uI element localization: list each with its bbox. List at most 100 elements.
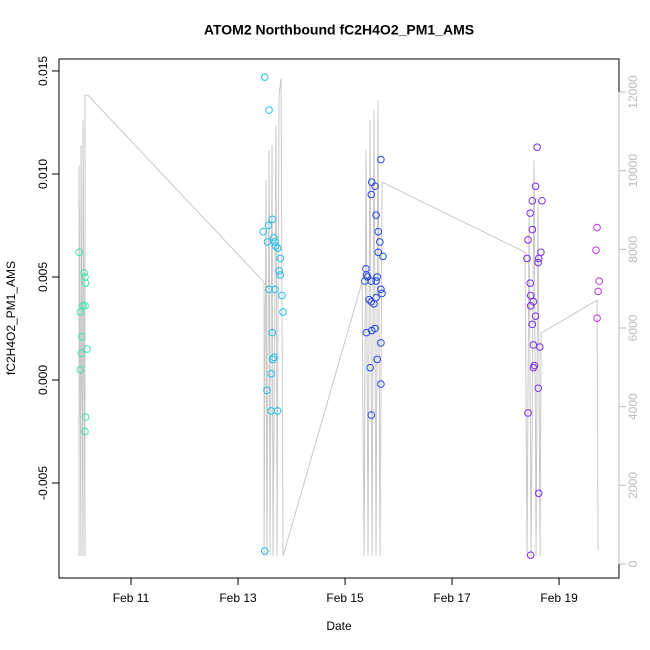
point bbox=[534, 489, 543, 498]
y-tick-label: 0.000 bbox=[36, 365, 50, 395]
point bbox=[593, 223, 601, 232]
point bbox=[362, 328, 371, 337]
point bbox=[529, 297, 538, 306]
point bbox=[374, 248, 383, 257]
point bbox=[80, 269, 88, 277]
point bbox=[81, 413, 90, 421]
point bbox=[531, 182, 540, 191]
y2-tick-label: 2000 bbox=[626, 472, 640, 499]
point bbox=[372, 277, 380, 285]
point bbox=[379, 252, 387, 261]
point bbox=[528, 196, 537, 205]
point bbox=[264, 221, 273, 230]
point bbox=[524, 236, 532, 244]
x-tick-label: Feb 13 bbox=[219, 591, 257, 605]
point bbox=[534, 254, 543, 263]
point bbox=[263, 386, 271, 395]
point bbox=[279, 308, 287, 316]
point bbox=[273, 244, 282, 252]
point bbox=[526, 279, 534, 287]
point bbox=[377, 380, 385, 388]
point bbox=[260, 547, 269, 555]
point bbox=[536, 343, 544, 351]
y2-tick-label: 0 bbox=[626, 560, 640, 567]
point bbox=[271, 242, 280, 250]
y-axis-label: fC2H4O2_PM1_AMS bbox=[4, 261, 18, 375]
point bbox=[377, 285, 385, 294]
point bbox=[263, 238, 272, 246]
x-tick-label: Feb 15 bbox=[326, 591, 364, 605]
point bbox=[81, 302, 89, 310]
point bbox=[367, 411, 376, 419]
chart-title: ATOM2 Northbound fC2H4O2_PM1_AMS bbox=[204, 22, 474, 38]
y2-tick-label: 12000 bbox=[626, 75, 640, 109]
point bbox=[75, 248, 83, 257]
y-tick-label: 0.010 bbox=[36, 159, 50, 189]
point bbox=[265, 106, 273, 114]
point bbox=[267, 370, 276, 378]
point bbox=[531, 312, 540, 320]
point bbox=[79, 302, 87, 310]
point bbox=[374, 227, 383, 236]
point bbox=[528, 320, 537, 329]
point bbox=[273, 407, 282, 415]
point bbox=[366, 363, 374, 372]
point bbox=[526, 551, 535, 559]
point bbox=[265, 285, 273, 294]
y2-tick-label: 6000 bbox=[626, 314, 640, 341]
point bbox=[526, 291, 535, 300]
point bbox=[77, 349, 86, 358]
point bbox=[276, 271, 285, 279]
y2-tick-label: 8000 bbox=[626, 236, 640, 263]
x-tick-label: Feb 19 bbox=[540, 591, 578, 605]
point bbox=[77, 332, 86, 341]
point bbox=[76, 308, 84, 316]
point bbox=[377, 155, 385, 164]
point bbox=[534, 384, 543, 393]
point bbox=[271, 285, 279, 294]
point bbox=[370, 299, 378, 308]
point bbox=[276, 254, 285, 263]
point bbox=[365, 295, 373, 304]
point bbox=[76, 365, 84, 374]
x-tick-label: Feb 17 bbox=[433, 591, 471, 605]
point bbox=[363, 273, 372, 281]
point bbox=[528, 225, 537, 234]
point bbox=[593, 314, 601, 322]
x-axis-label: Date bbox=[326, 619, 352, 633]
point bbox=[367, 277, 376, 285]
point bbox=[533, 143, 541, 151]
point bbox=[81, 427, 89, 436]
point bbox=[371, 324, 379, 333]
point bbox=[260, 73, 269, 81]
point bbox=[269, 355, 277, 364]
point bbox=[529, 363, 538, 372]
point bbox=[373, 355, 381, 364]
point bbox=[523, 254, 531, 263]
line bbox=[78, 78, 599, 557]
point bbox=[538, 196, 546, 205]
point bbox=[373, 273, 381, 281]
point bbox=[524, 409, 532, 417]
point bbox=[275, 267, 284, 275]
point bbox=[592, 246, 600, 254]
point bbox=[372, 211, 380, 219]
point bbox=[595, 277, 604, 285]
point bbox=[278, 291, 286, 300]
point bbox=[83, 345, 91, 353]
point bbox=[259, 227, 267, 236]
point bbox=[270, 234, 278, 242]
y-tick-label: 0.005 bbox=[36, 262, 50, 292]
point bbox=[271, 238, 279, 246]
point bbox=[371, 182, 379, 191]
y2-tick-label: 10000 bbox=[626, 154, 640, 188]
y-tick-label: 0.015 bbox=[36, 56, 50, 86]
x-tick-label: Feb 11 bbox=[113, 591, 150, 605]
point bbox=[377, 339, 385, 347]
point bbox=[376, 238, 384, 246]
point bbox=[367, 190, 376, 199]
point bbox=[81, 279, 90, 287]
point bbox=[268, 328, 277, 337]
